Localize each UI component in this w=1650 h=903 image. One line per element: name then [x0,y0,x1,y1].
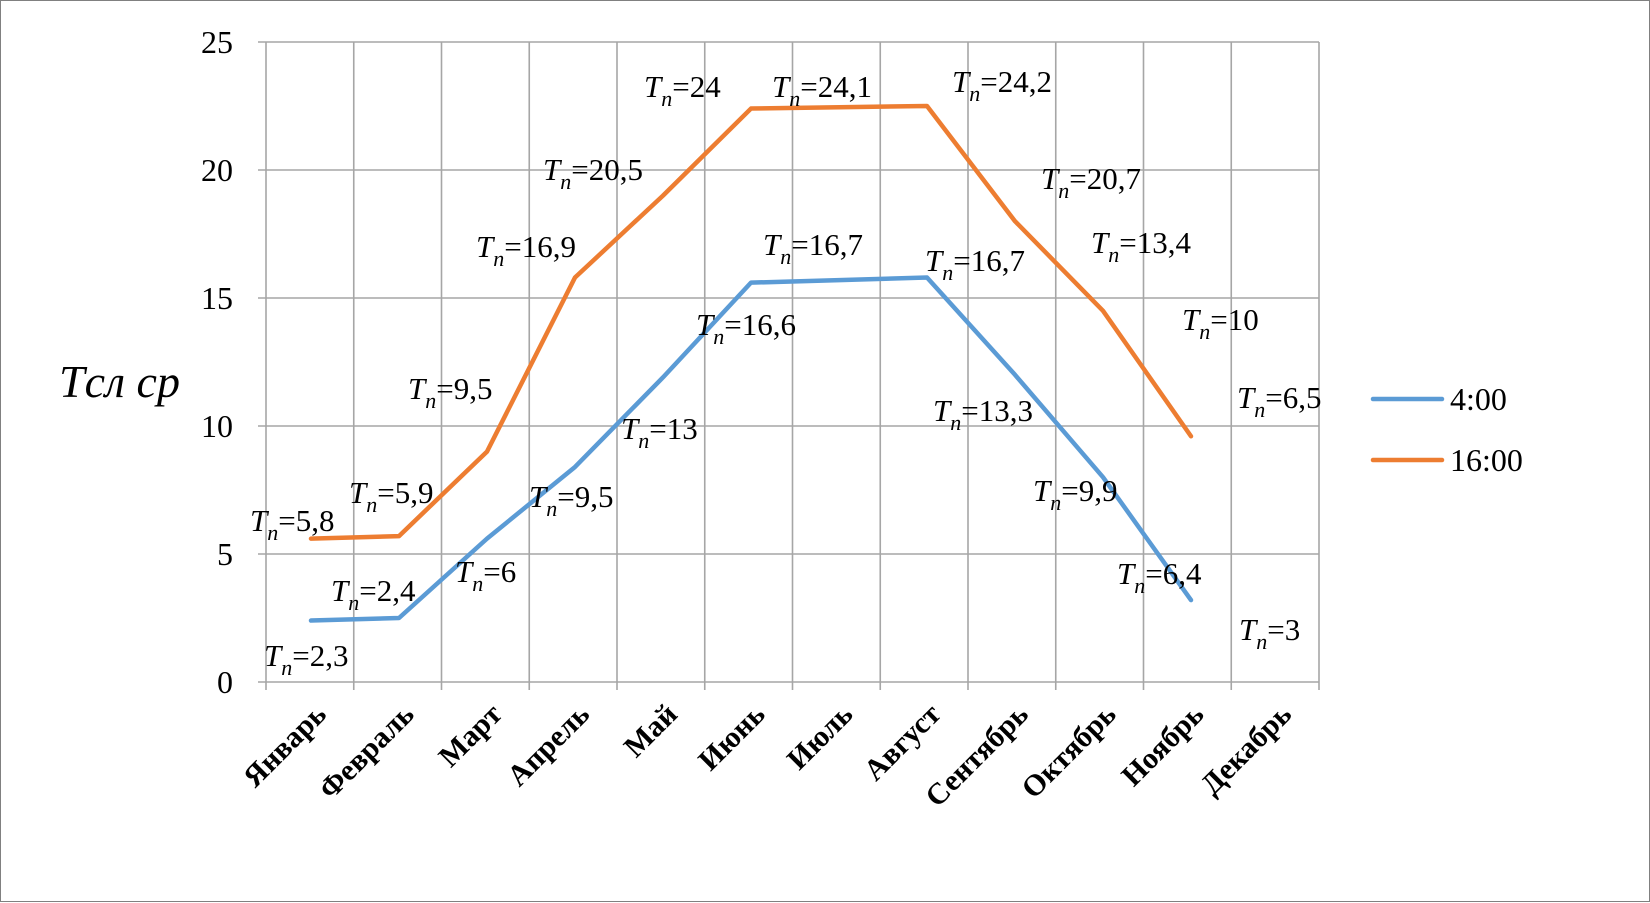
y-tick-label: 0 [217,664,233,700]
data-label: Tn=20,5 [543,152,643,194]
x-category-label: Декабрь [1194,698,1298,802]
data-label: Tn=13,3 [933,393,1033,435]
y-axis-label: Tсл ср [59,356,180,407]
data-label: Tn=9,9 [1033,473,1117,515]
grid [258,41,1320,690]
x-category-label: Август [858,697,948,787]
x-category-label: Июнь [692,698,772,778]
series-lines [308,103,1194,623]
data-label: Tn=5,9 [349,475,433,517]
data-label: Tn=16,7 [925,243,1025,285]
x-category-label: Февраль [312,698,420,806]
series-line-blue [308,275,1194,623]
x-category-label: Март [432,697,508,773]
y-axis-ticks: 0 5 10 15 20 25 [201,24,233,700]
data-label: Tn=5,8 [250,503,334,545]
x-category-label: Октябрь [1015,698,1122,805]
data-label: Tn=20,7 [1041,161,1141,203]
data-label: Tn=2,4 [331,573,416,615]
y-tick-label: 10 [201,408,233,444]
x-category-label: Июль [781,698,860,777]
data-label: Tn=9,5 [529,479,613,521]
data-label: Tn=24,2 [952,64,1052,106]
data-label: Tn=16,7 [763,227,863,269]
data-label: Tn=13 [621,411,698,453]
data-label: Tn=6 [455,554,516,596]
data-label: Tn=16,9 [476,229,576,271]
legend: 4:00 16:00 [1370,381,1523,478]
y-tick-label: 5 [217,536,233,572]
data-label: Tn=6,4 [1117,556,1202,598]
y-tick-label: 20 [201,152,233,188]
data-label: Tn=24,1 [772,69,872,111]
legend-label: 4:00 [1450,381,1507,417]
y-tick-label: 15 [201,280,233,316]
data-label: Tn=24 [644,69,721,111]
data-labels: Tn=2,3Tn=2,4Tn=6Tn=9,5Tn=13Tn=16,6Tn=16,… [250,64,1321,680]
series-line-orange [308,103,1194,541]
data-label: Tn=10 [1182,302,1259,344]
x-category-label: Апрель [501,698,596,793]
data-label: Tn=3 [1239,612,1300,654]
data-label: Tn=2,3 [264,638,348,680]
data-label: Tn=6,5 [1237,380,1321,422]
data-label: Tn=16,6 [696,307,796,349]
legend-label: 16:00 [1450,442,1523,478]
data-label: Tn=13,4 [1091,225,1191,267]
x-category-label: Май [618,698,684,764]
data-label: Tn=9,5 [408,371,492,413]
y-tick-label: 25 [201,24,233,60]
